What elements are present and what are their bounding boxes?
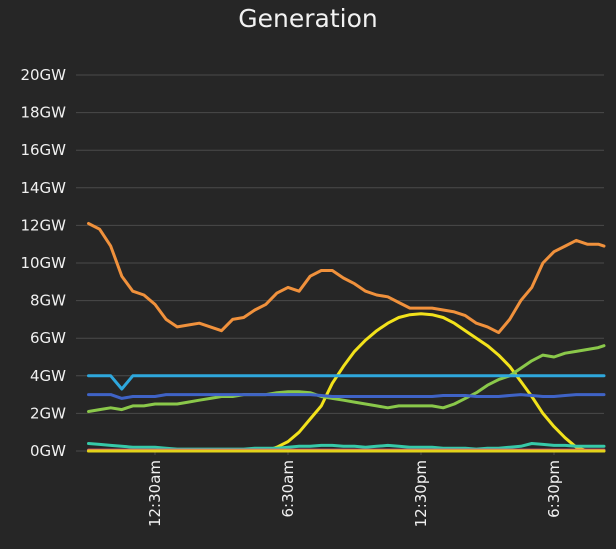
x-tick-label: 6:30am <box>279 460 297 518</box>
y-tick-label: 14GW <box>20 179 66 197</box>
y-tick-label: 12GW <box>20 216 66 234</box>
y-tick-label: 2GW <box>30 404 66 422</box>
chart-title: Generation <box>238 4 378 33</box>
x-tick-label: 6:30pm <box>545 460 563 518</box>
series-line-5 <box>87 393 606 400</box>
y-tick-label: 20GW <box>20 66 66 84</box>
y-axis-ticks: 0GW 2GW 4GW 6GW 8GW 10GW 12GW 14GW 16GW 18GW 20GW <box>20 66 66 460</box>
series-line-3 <box>87 344 606 413</box>
series-line-6 <box>87 442 606 451</box>
y-tick-label: 16GW <box>20 141 66 159</box>
y-tick-label: 18GW <box>20 104 66 122</box>
y-tick-label: 8GW <box>30 292 66 310</box>
y-tick-label: 0GW <box>30 442 66 460</box>
x-tick-label: 12:30pm <box>412 460 430 527</box>
series-line-1 <box>87 222 606 335</box>
y-tick-label: 4GW <box>30 367 66 385</box>
series-line-2 <box>87 312 606 453</box>
y-tick-label: 6GW <box>30 329 66 347</box>
y-tick-label: 10GW <box>20 254 66 272</box>
x-axis-ticks: 12:30am 6:30am 12:30pm 6:30pm <box>146 451 563 527</box>
series-line-4 <box>87 374 606 391</box>
x-tick-label: 12:30am <box>146 460 164 527</box>
series-layer <box>87 222 606 453</box>
